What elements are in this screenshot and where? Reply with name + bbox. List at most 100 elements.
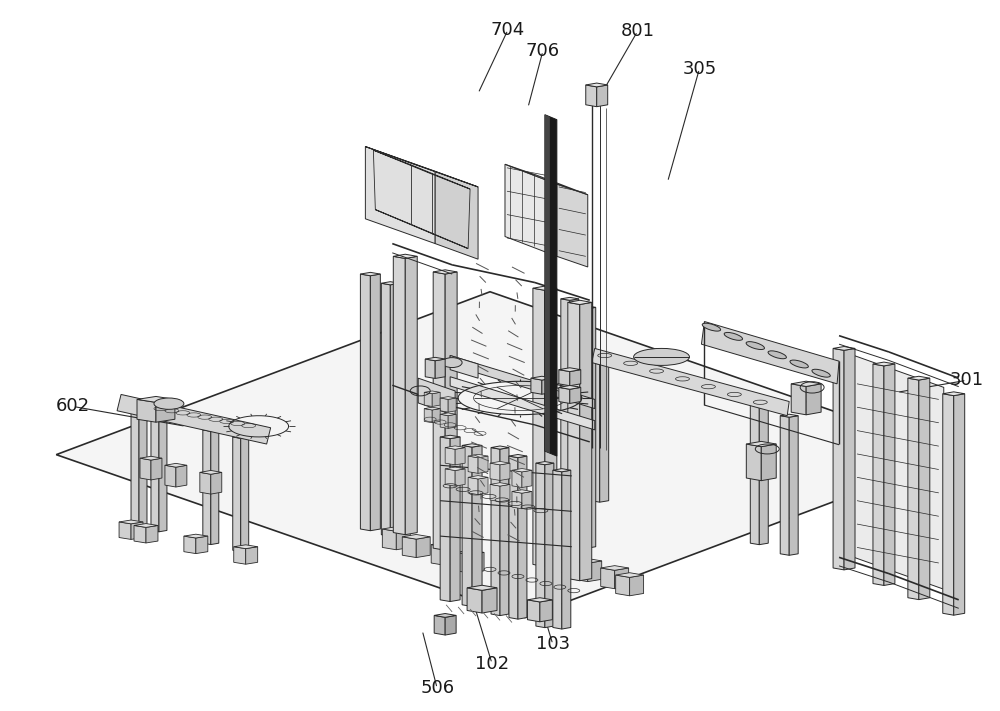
Polygon shape [570, 370, 581, 386]
Polygon shape [780, 416, 789, 555]
Polygon shape [402, 537, 416, 557]
Polygon shape [455, 447, 465, 465]
Ellipse shape [154, 398, 184, 410]
Polygon shape [151, 417, 159, 532]
Polygon shape [580, 306, 596, 309]
Polygon shape [536, 461, 554, 465]
Polygon shape [456, 552, 470, 573]
Polygon shape [445, 616, 456, 635]
Polygon shape [134, 523, 158, 528]
Polygon shape [630, 575, 644, 596]
Polygon shape [500, 484, 510, 502]
Polygon shape [561, 299, 570, 545]
Polygon shape [943, 392, 965, 395]
Polygon shape [151, 416, 167, 419]
Polygon shape [365, 146, 435, 244]
Polygon shape [490, 461, 510, 465]
Polygon shape [165, 465, 176, 487]
Polygon shape [873, 364, 884, 585]
Polygon shape [200, 472, 211, 494]
Polygon shape [580, 307, 588, 548]
Polygon shape [241, 437, 249, 552]
Polygon shape [435, 359, 445, 378]
Polygon shape [140, 458, 151, 480]
Polygon shape [746, 444, 761, 481]
Polygon shape [445, 272, 457, 550]
Polygon shape [131, 412, 139, 527]
Polygon shape [393, 255, 417, 259]
Polygon shape [615, 568, 629, 589]
Polygon shape [759, 405, 768, 545]
Polygon shape [402, 535, 430, 539]
Polygon shape [791, 384, 806, 415]
Polygon shape [592, 348, 789, 416]
Polygon shape [467, 585, 497, 590]
Polygon shape [750, 404, 768, 407]
Polygon shape [456, 550, 484, 555]
Polygon shape [542, 378, 553, 394]
Polygon shape [445, 469, 455, 486]
Polygon shape [789, 416, 798, 555]
Polygon shape [482, 588, 497, 613]
Polygon shape [533, 286, 557, 290]
Polygon shape [557, 184, 588, 267]
Polygon shape [151, 458, 162, 480]
Polygon shape [381, 283, 390, 536]
Polygon shape [844, 348, 855, 570]
Polygon shape [211, 430, 219, 545]
Polygon shape [491, 447, 500, 616]
Polygon shape [450, 437, 460, 602]
Text: 103: 103 [536, 636, 570, 653]
Polygon shape [146, 525, 158, 543]
Polygon shape [574, 559, 602, 563]
Polygon shape [450, 377, 595, 430]
Polygon shape [432, 392, 440, 407]
Polygon shape [701, 321, 839, 384]
Polygon shape [908, 378, 919, 599]
Polygon shape [431, 542, 459, 547]
Ellipse shape [442, 358, 462, 368]
Polygon shape [360, 274, 370, 530]
Polygon shape [405, 257, 417, 535]
Polygon shape [531, 378, 542, 394]
Polygon shape [467, 588, 482, 613]
Polygon shape [440, 398, 448, 412]
Polygon shape [234, 547, 246, 565]
Polygon shape [527, 598, 552, 602]
Polygon shape [568, 300, 592, 304]
Polygon shape [432, 409, 440, 423]
Polygon shape [424, 409, 432, 423]
Polygon shape [119, 520, 143, 524]
Polygon shape [588, 561, 602, 582]
Polygon shape [545, 288, 557, 567]
Polygon shape [491, 446, 509, 449]
Polygon shape [540, 600, 552, 622]
Polygon shape [545, 463, 554, 628]
Polygon shape [431, 545, 445, 565]
Polygon shape [140, 456, 162, 460]
Polygon shape [390, 283, 399, 536]
Polygon shape [512, 470, 522, 488]
Polygon shape [954, 394, 965, 615]
Polygon shape [884, 364, 895, 585]
Polygon shape [919, 378, 930, 599]
Polygon shape [833, 348, 844, 570]
Polygon shape [134, 525, 146, 543]
Text: 602: 602 [56, 397, 90, 415]
Polygon shape [434, 614, 456, 617]
Polygon shape [559, 387, 570, 403]
Polygon shape [176, 465, 187, 487]
Polygon shape [562, 470, 571, 629]
Polygon shape [746, 442, 776, 447]
Polygon shape [393, 257, 405, 535]
Polygon shape [531, 376, 553, 380]
Polygon shape [559, 370, 570, 386]
Polygon shape [854, 356, 944, 589]
Polygon shape [518, 456, 527, 619]
Polygon shape [382, 527, 410, 531]
Polygon shape [761, 444, 776, 481]
Polygon shape [512, 490, 532, 493]
Polygon shape [450, 356, 595, 409]
Polygon shape [553, 469, 571, 472]
Polygon shape [233, 437, 241, 552]
